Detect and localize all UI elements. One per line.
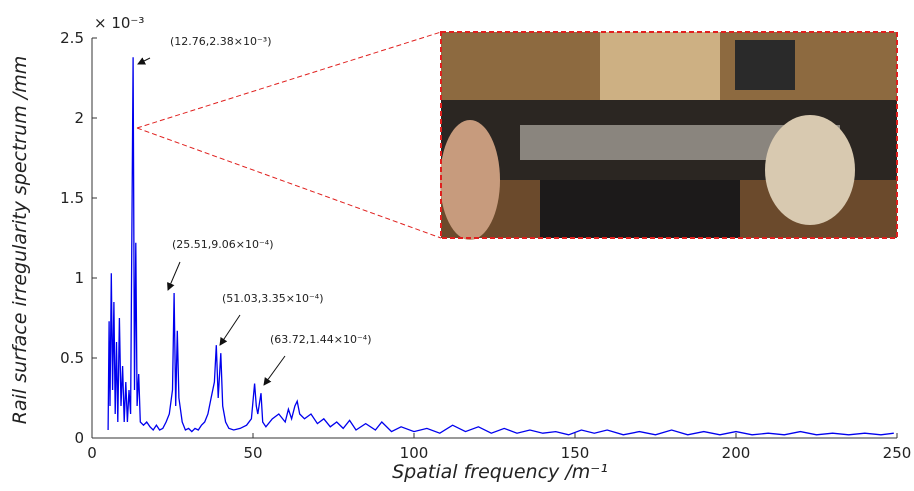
annotation: (63.72,1.44×10⁻⁴): [270, 333, 372, 346]
annotation: (51.03,3.35×10⁻⁴): [222, 292, 324, 305]
y-tick-label: 0.5: [60, 349, 84, 367]
photo-inset: [440, 31, 898, 240]
x-tick-label: 150: [561, 444, 590, 462]
y-multiplier: × 10⁻³: [94, 14, 144, 32]
spectrum-line: [107, 57, 894, 436]
annotation: (12.76,2.38×10⁻³): [170, 35, 272, 48]
x-tick-label: 250: [883, 444, 912, 462]
y-tick-label: 1.5: [60, 189, 84, 207]
annotation-arrow: [167, 261, 181, 291]
x-tick-label: 200: [722, 444, 751, 462]
zoom-line: [136, 127, 442, 239]
x-tick-label: 100: [400, 444, 429, 462]
x-tick-label: 0: [87, 444, 97, 462]
x-tick-label: 50: [243, 444, 262, 462]
annotation-arrow: [263, 355, 286, 386]
y-axis-label: Rail surface irregularity spectrum /mm: [9, 56, 31, 425]
y-tick-label: 0: [74, 429, 84, 447]
annotation-arrow: [137, 57, 151, 65]
annotation: (25.51,9.06×10⁻⁴): [172, 238, 274, 251]
zoom-line: [136, 31, 442, 129]
annotation-arrow: [219, 314, 241, 346]
y-tick-label: 1: [74, 269, 84, 287]
x-axis-label: Spatial frequency /m⁻¹: [392, 461, 608, 483]
y-tick-label: 2.5: [60, 29, 84, 47]
y-tick-label: 2: [74, 109, 84, 127]
